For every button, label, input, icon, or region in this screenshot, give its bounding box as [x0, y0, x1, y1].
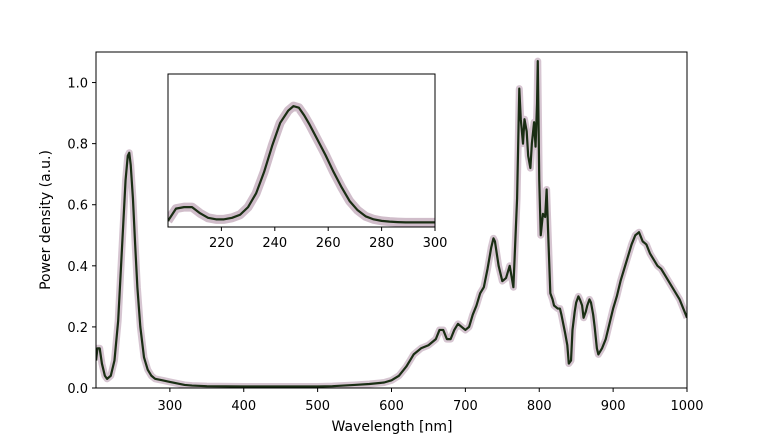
x-axis-label: Wavelength [nm]: [332, 419, 453, 435]
inset-x-tick-label: 240: [262, 236, 287, 251]
x-tick-label: 1000: [670, 399, 703, 414]
main-series-line: [96, 60, 687, 388]
inset-x-tick-label: 260: [316, 236, 341, 251]
x-tick-label: 700: [453, 399, 478, 414]
inset-background: [168, 74, 435, 227]
inset-x-tick-label: 300: [423, 236, 448, 251]
inset-x-tick-label: 280: [369, 236, 394, 251]
y-axis-label: Power density (a.u.): [38, 150, 54, 290]
inset-series-line: [168, 105, 435, 224]
inset-series-0: [168, 101, 435, 227]
x-tick-label: 900: [601, 399, 626, 414]
inset-plot: 220 240 260 280 300: [167, 73, 448, 251]
x-tick-label: 500: [305, 399, 330, 414]
x-tick-label: 800: [527, 399, 552, 414]
x-tick-label: 400: [231, 399, 256, 414]
x-tick-label: 600: [379, 399, 404, 414]
y-tick-label: 0.8: [67, 138, 88, 153]
main-series-0: [96, 57, 687, 388]
y-tick-label: 0.4: [67, 260, 88, 275]
y-tick-label: 0.2: [67, 321, 88, 336]
y-tick-label: 0.0: [67, 382, 88, 397]
main-plot: 300 400 500 600 700 800 900 1000 0.0 0.2 0.4 0.6 0.8…: [67, 51, 704, 414]
inset-x-tick-label: 220: [209, 236, 234, 251]
inset-plot-frame: [167, 73, 436, 228]
x-tick-label: 300: [157, 399, 182, 414]
y-tick-label: 1.0: [67, 77, 88, 92]
y-tick-label: 0.6: [67, 199, 88, 214]
